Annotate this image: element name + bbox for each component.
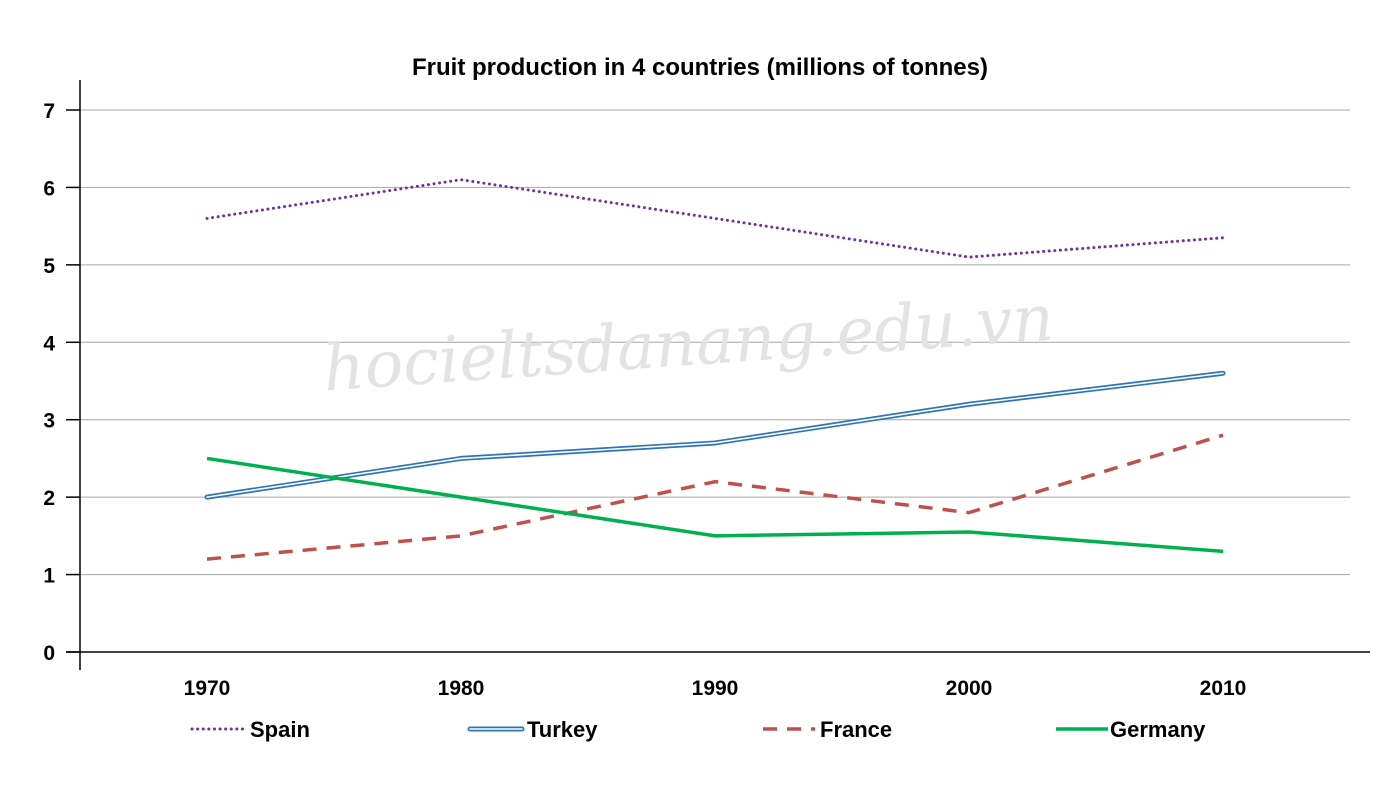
- legend-label-spain: Spain: [250, 717, 310, 742]
- x-tick-label: 1990: [692, 677, 739, 700]
- gridlines: [80, 109, 1350, 576]
- chart-title: Fruit production in 4 countries (million…: [412, 54, 988, 81]
- y-tick-label: 5: [43, 255, 55, 278]
- axes: [66, 80, 1370, 670]
- y-tick-label: 7: [43, 100, 55, 123]
- x-tick-label: 1980: [438, 677, 485, 700]
- series-line-turkey-inner: [206, 372, 1224, 498]
- x-tick-label: 2000: [946, 677, 993, 700]
- x-axis-ticks: 1970 1980 1990 2000 2010: [184, 677, 1247, 700]
- legend-label-turkey: Turkey: [527, 717, 598, 742]
- y-tick-label: 2: [43, 487, 55, 510]
- series-line-france: [206, 433, 1224, 561]
- legend-item-spain: Spain: [190, 717, 310, 742]
- series-line-germany: [206, 456, 1224, 554]
- y-axis-ticks: 0 1 2 3 4 5 6 7: [43, 100, 55, 665]
- y-tick-label: 6: [43, 177, 55, 200]
- legend-label-germany: Germany: [1110, 717, 1206, 742]
- y-tick-label: 1: [43, 565, 55, 588]
- series-lines: [204, 178, 1226, 561]
- legend-item-turkey: Turkey: [467, 717, 598, 742]
- y-tick-label: 4: [43, 332, 55, 355]
- legend-item-france: France: [763, 717, 892, 742]
- legend-item-germany: Germany: [1056, 717, 1206, 742]
- watermark: hocieltsdanang.edu.vn: [321, 282, 1056, 407]
- legend: Spain Turkey France Germany: [190, 717, 1206, 742]
- x-tick-label: 2010: [1200, 677, 1247, 700]
- series-line-spain: [205, 178, 1225, 259]
- y-tick-label: 3: [43, 410, 55, 433]
- x-tick-label: 1970: [184, 677, 231, 700]
- y-tick-label: 0: [43, 642, 55, 665]
- legend-label-france: France: [820, 717, 892, 742]
